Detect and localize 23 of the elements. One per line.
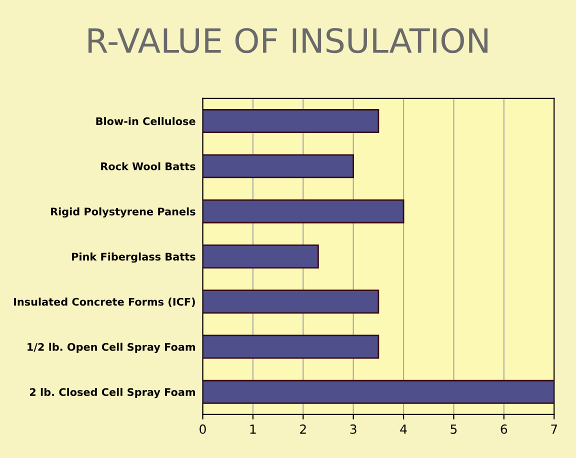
y-tick-label: 2 lb. Closed Cell Spray Foam [30,388,195,398]
y-tick-label: Rock Wool Batts [101,162,196,170]
y-tick-label: Blow-in Cellulose [96,117,196,126]
x-tick-label: 6 [500,424,508,434]
bar [202,334,380,359]
bar [202,154,354,178]
y-tick-label: Rigid Polystyrene Panels [50,207,196,218]
x-tick-label: 3 [350,424,356,434]
y-tick-label: Pink Fiberglass Batts [72,252,196,263]
x-tick-label: 7 [551,424,558,434]
chart-title: R-VALUE OF INSULATION [88,28,488,54]
y-tick-label: Insulated Concrete Forms (ICF) [14,298,195,307]
x-tick-label: 4 [400,424,407,434]
bar [202,199,404,224]
bar [202,244,319,268]
x-tick-label: 5 [450,424,457,434]
x-tick-label: 2 [300,424,306,434]
bar [202,109,380,134]
x-tick-label: 1 [250,424,256,434]
x-tick-label: 0 [200,424,206,434]
y-tick-label: 1/2 lb. Open Cell Spray Foam [28,342,195,353]
bar [202,380,554,404]
bar [202,290,380,314]
